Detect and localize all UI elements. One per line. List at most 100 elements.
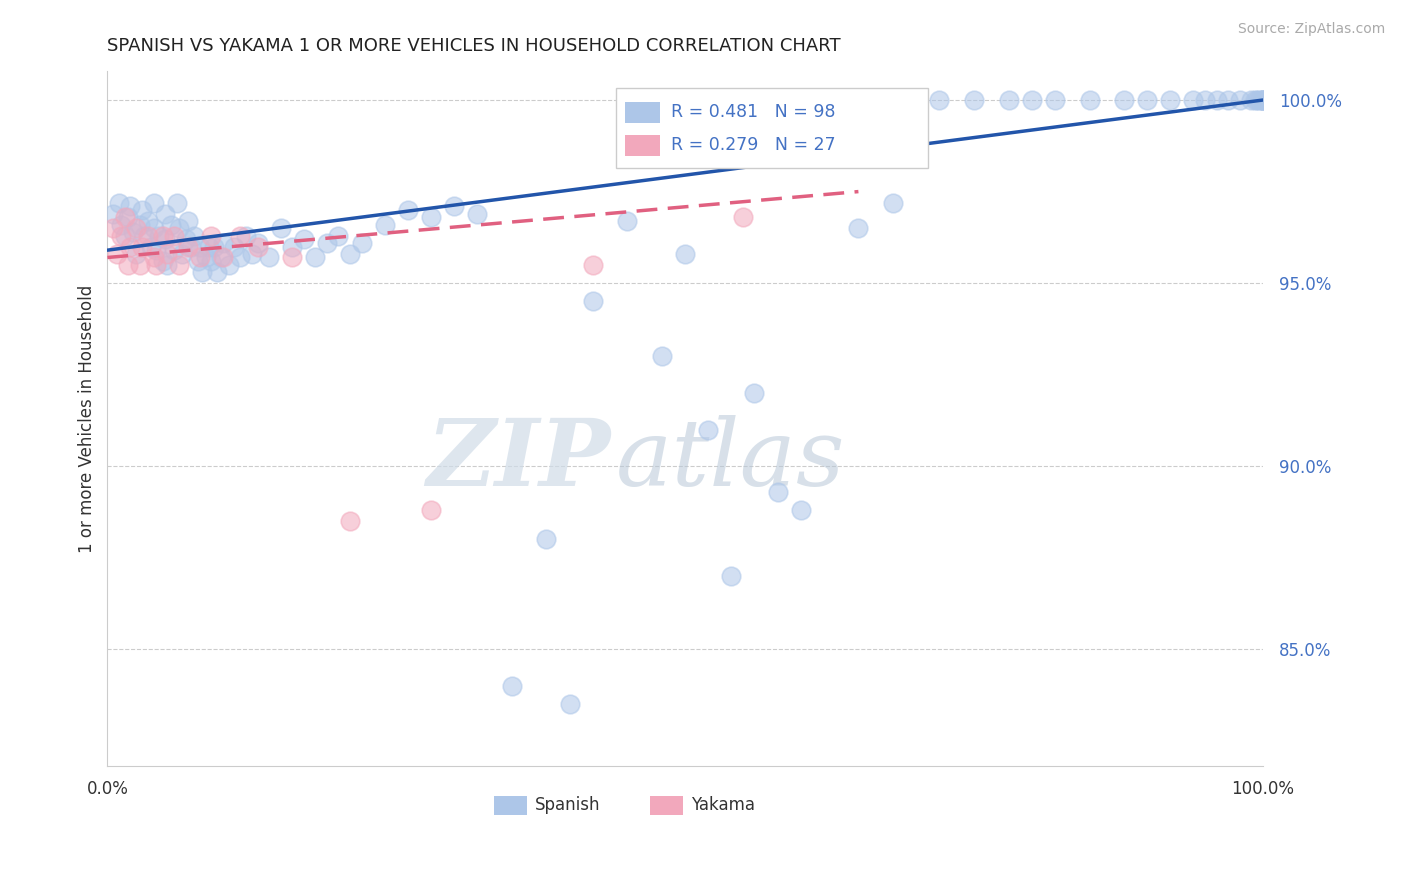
Point <box>882 195 904 210</box>
Text: Yakama: Yakama <box>690 796 755 814</box>
Point <box>558 697 581 711</box>
Point <box>963 93 986 107</box>
Point <box>200 228 222 243</box>
Point <box>246 235 269 250</box>
Point <box>396 202 419 217</box>
Point <box>1251 93 1274 107</box>
Point <box>1251 93 1274 107</box>
Point <box>465 206 488 220</box>
Point <box>186 254 208 268</box>
Point <box>1182 93 1205 107</box>
Point <box>108 195 131 210</box>
Point <box>148 228 170 243</box>
Point <box>125 247 148 261</box>
Bar <box>626 102 659 123</box>
Point <box>202 239 225 253</box>
Text: R = 0.279   N = 27: R = 0.279 N = 27 <box>671 136 835 154</box>
Point <box>304 251 326 265</box>
Point <box>101 221 124 235</box>
Point <box>180 239 202 253</box>
Point <box>174 232 197 246</box>
Point <box>209 251 232 265</box>
Text: ZIP: ZIP <box>426 416 610 506</box>
Point <box>1250 93 1272 107</box>
Point <box>1229 93 1251 107</box>
Point <box>1218 93 1240 107</box>
Point <box>163 243 186 257</box>
Point <box>257 251 280 265</box>
Point <box>153 232 176 246</box>
Point <box>1114 93 1136 107</box>
Point <box>200 254 222 268</box>
Point <box>152 228 174 243</box>
Point <box>766 484 789 499</box>
Point <box>177 214 200 228</box>
Point <box>191 265 214 279</box>
Point <box>1251 93 1274 107</box>
Point <box>501 679 523 693</box>
Point <box>188 239 211 253</box>
Point <box>419 211 441 225</box>
Point <box>339 247 361 261</box>
Point <box>1078 93 1101 107</box>
Point <box>125 221 148 235</box>
Text: Source: ZipAtlas.com: Source: ZipAtlas.com <box>1237 22 1385 37</box>
Y-axis label: 1 or more Vehicles in Household: 1 or more Vehicles in Household <box>79 285 96 553</box>
Point <box>177 239 200 253</box>
Text: atlas: atlas <box>616 416 845 506</box>
Point <box>136 214 159 228</box>
Point <box>720 569 742 583</box>
Point <box>651 350 673 364</box>
Point <box>141 239 163 253</box>
Point <box>194 251 217 265</box>
Point <box>224 239 246 253</box>
Point <box>536 533 558 547</box>
Point <box>731 211 754 225</box>
Point <box>292 232 315 246</box>
Text: Spanish: Spanish <box>534 796 600 814</box>
Point <box>1249 93 1271 107</box>
Point <box>281 239 304 253</box>
Point <box>1136 93 1159 107</box>
Point <box>848 221 870 235</box>
Point <box>1159 93 1181 107</box>
Point <box>136 228 159 243</box>
FancyBboxPatch shape <box>616 88 928 169</box>
Point <box>229 251 252 265</box>
Point <box>167 221 190 235</box>
Point <box>152 254 174 268</box>
Point <box>145 243 167 257</box>
Point <box>419 503 441 517</box>
Point <box>110 218 132 232</box>
Point <box>183 228 205 243</box>
Point <box>142 221 165 235</box>
Point <box>205 265 228 279</box>
Text: SPANISH VS YAKAMA 1 OR MORE VEHICLES IN HOUSEHOLD CORRELATION CHART: SPANISH VS YAKAMA 1 OR MORE VEHICLES IN … <box>107 37 841 55</box>
Point <box>928 93 950 107</box>
Text: R = 0.481   N = 98: R = 0.481 N = 98 <box>671 103 835 120</box>
Point <box>1194 93 1216 107</box>
Point <box>328 228 350 243</box>
Point <box>1240 93 1263 107</box>
Point <box>789 503 811 517</box>
Point <box>142 251 165 265</box>
Point <box>270 221 292 235</box>
Point <box>128 218 150 232</box>
Point <box>997 93 1019 107</box>
Point <box>212 235 235 250</box>
Point <box>1205 93 1227 107</box>
Point <box>218 258 240 272</box>
Point <box>167 258 190 272</box>
Point <box>120 239 142 253</box>
Point <box>316 235 339 250</box>
Point <box>117 211 139 225</box>
Point <box>1021 93 1043 107</box>
Point <box>128 258 150 272</box>
Point <box>166 195 188 210</box>
Point <box>744 386 766 401</box>
Point <box>905 93 928 107</box>
Point <box>443 199 465 213</box>
Point <box>105 247 128 261</box>
Point <box>131 202 153 217</box>
Bar <box>495 796 527 815</box>
